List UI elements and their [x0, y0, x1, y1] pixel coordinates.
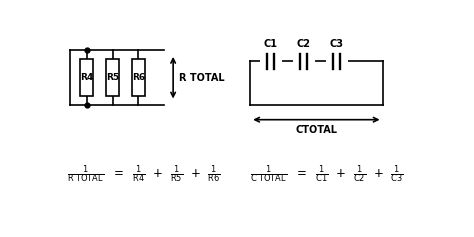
Text: CTOTAL: CTOTAL — [295, 125, 337, 135]
Bar — [132, 59, 145, 96]
Text: R5: R5 — [106, 73, 119, 82]
Bar — [106, 59, 119, 96]
Text: R4: R4 — [80, 73, 93, 82]
Text: $\frac{1}{\mathrm{R\ TOTAL}}$  $=$  $\frac{1}{\mathrm{R4}}$  $+$  $\frac{1}{\mat: $\frac{1}{\mathrm{R\ TOTAL}}$ $=$ $\frac… — [66, 164, 220, 185]
Text: R6: R6 — [132, 73, 145, 82]
Text: C2: C2 — [297, 39, 310, 49]
Text: R TOTAL: R TOTAL — [179, 73, 224, 83]
Text: $\frac{1}{\mathrm{C\ TOTAL}}$  $=$  $\frac{1}{\mathrm{C1}}$  $+$  $\frac{1}{\mat: $\frac{1}{\mathrm{C\ TOTAL}}$ $=$ $\frac… — [250, 164, 404, 185]
Text: C3: C3 — [329, 39, 344, 49]
Text: C1: C1 — [264, 39, 277, 49]
Bar — [80, 59, 93, 96]
